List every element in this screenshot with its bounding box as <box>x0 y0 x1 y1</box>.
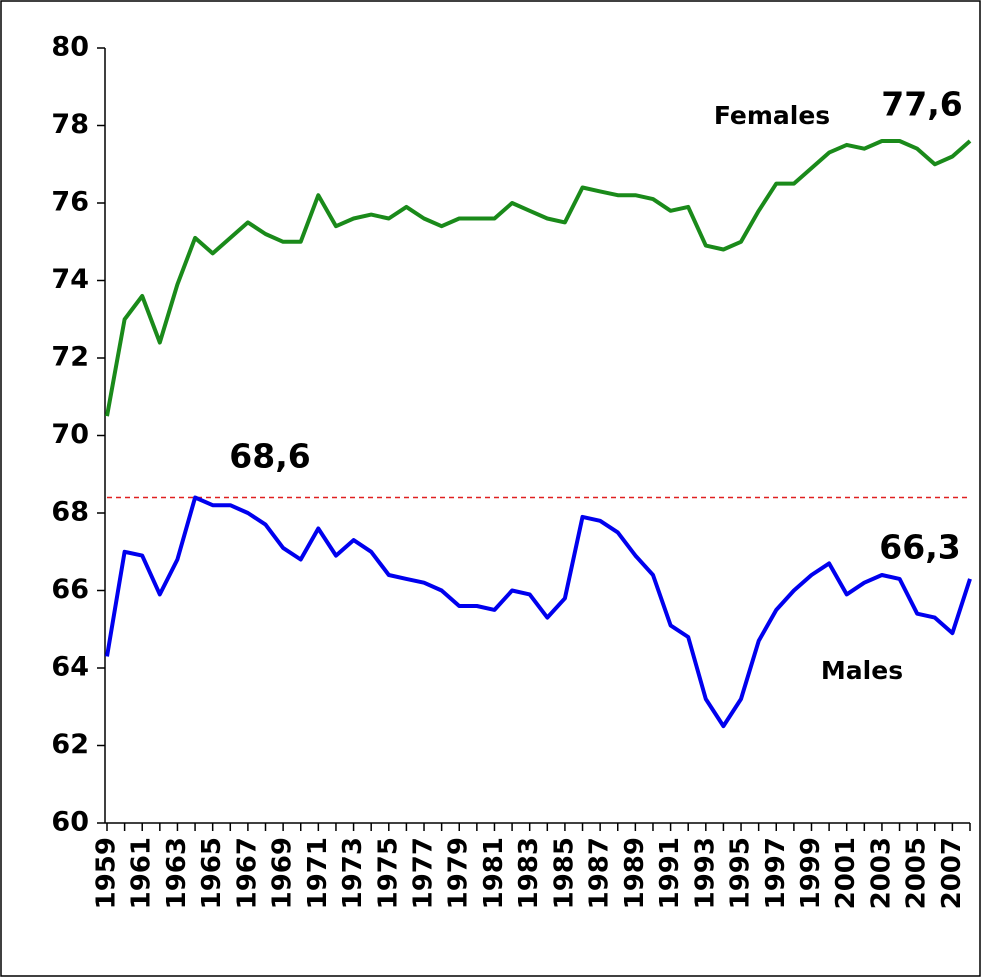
x-tick-label: 1963 <box>162 837 192 909</box>
x-tick-label: 1959 <box>92 837 122 909</box>
annotation: 77,6 <box>881 85 962 124</box>
x-tick-label: 2001 <box>831 837 861 909</box>
x-tick-label: 1983 <box>514 837 544 909</box>
y-tick-label: 68 <box>51 497 89 528</box>
x-tick-label: 1977 <box>409 837 439 909</box>
x-tick-label: 1995 <box>726 837 756 909</box>
series-line <box>105 495 972 729</box>
x-tick-label: 1997 <box>761 837 791 909</box>
x-tick-label: 1991 <box>655 837 685 909</box>
x-tick-label: 1989 <box>620 837 650 909</box>
x-tick-label: 1969 <box>268 837 298 909</box>
annotation: 68,6 <box>229 437 310 476</box>
x-tick-label: 1999 <box>796 837 826 909</box>
series-label: Females <box>714 101 830 130</box>
x-tick-label: 1993 <box>690 837 720 909</box>
y-tick-label: 62 <box>51 729 89 760</box>
y-tick-label: 72 <box>51 342 89 373</box>
x-tick-label: 2007 <box>937 837 967 909</box>
y-tick-label: 76 <box>51 187 89 218</box>
x-tick-label: 2005 <box>902 837 932 909</box>
x-tick-label: 1965 <box>197 837 227 909</box>
x-tick-label: 1975 <box>373 837 403 909</box>
x-tick-label: 1973 <box>338 837 368 909</box>
y-tick-label: 60 <box>51 807 89 838</box>
y-tick-label: 70 <box>51 419 89 450</box>
x-tick-label: 1985 <box>549 837 579 909</box>
y-tick-label: 80 <box>51 32 89 63</box>
x-tick-label: 1979 <box>444 837 474 909</box>
annotation: 66,3 <box>879 528 960 567</box>
series-label: Males <box>821 656 903 685</box>
x-tick-label: 1981 <box>479 837 509 909</box>
y-tick-label: 64 <box>51 652 89 683</box>
x-tick-label: 1971 <box>303 837 333 909</box>
x-tick-label: 1987 <box>585 837 615 909</box>
x-tick-label: 2003 <box>866 837 896 909</box>
y-tick-label: 78 <box>51 109 89 140</box>
y-tick-label: 74 <box>51 264 89 295</box>
series-line <box>105 139 972 417</box>
x-tick-label: 1961 <box>127 837 157 909</box>
x-tick-label: 1967 <box>232 837 262 909</box>
y-tick-label: 66 <box>51 574 89 605</box>
